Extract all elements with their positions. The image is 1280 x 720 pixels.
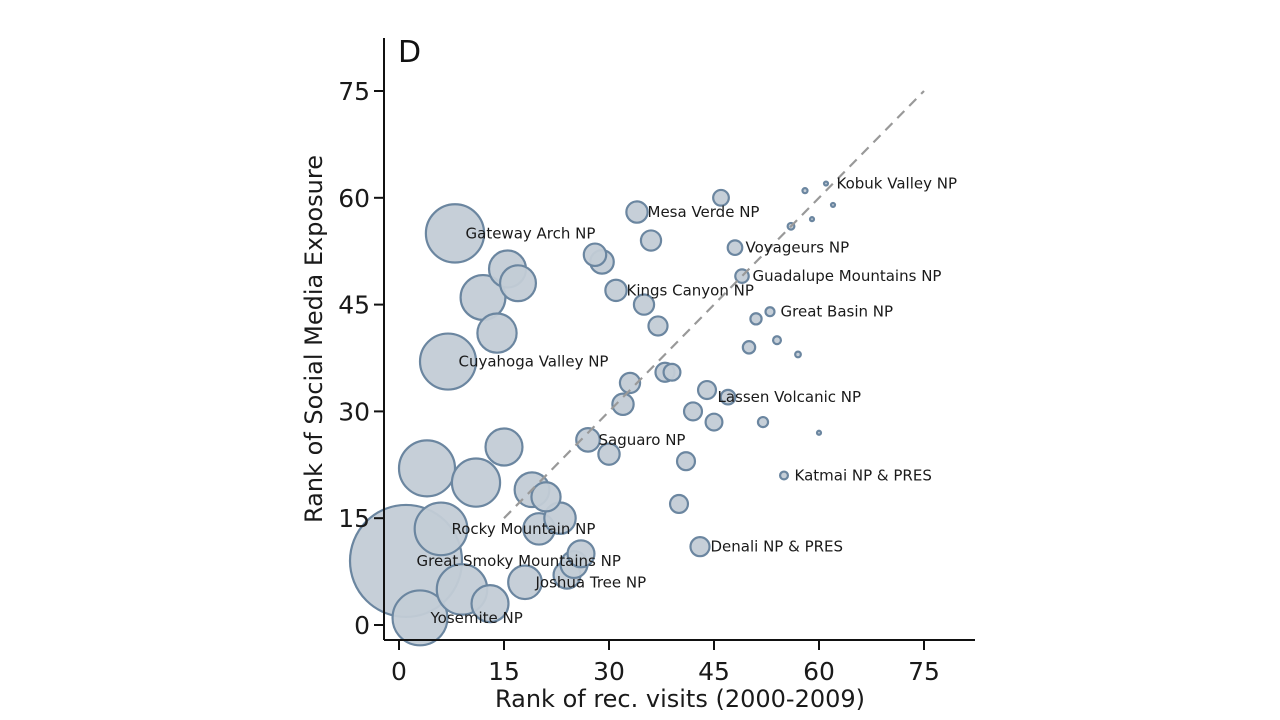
bubble-point: [391, 589, 449, 647]
point-label: Guadalupe Mountains NP: [753, 267, 942, 285]
point-label: Lassen Volcanic NP: [718, 388, 862, 406]
bubble-point: [675, 451, 697, 472]
y-tick-label: 75: [338, 77, 370, 106]
bubble-point: [397, 439, 457, 498]
x-tick-label: 15: [488, 657, 520, 686]
bubble-point: [647, 315, 669, 337]
point-label: Joshua Tree NP: [535, 573, 647, 591]
y-tick-label: 30: [338, 397, 370, 426]
y-tick-label: 15: [338, 504, 370, 533]
point-label: Saguaro NP: [599, 431, 686, 449]
point-label: Great Smoky Mountains NP: [417, 552, 621, 570]
y-tick-label: 45: [338, 291, 370, 320]
bubble-point: [625, 200, 649, 224]
bubble-point: [566, 539, 596, 569]
bubble-point: [719, 388, 737, 406]
bubble-point: [575, 427, 601, 453]
bubble-point: [682, 401, 704, 422]
bubble-point: [632, 293, 656, 316]
bubble-point: [815, 429, 823, 436]
bubble-point: [712, 188, 730, 207]
y-tick-label: 60: [338, 184, 370, 213]
point-label: Denali NP & PRES: [711, 538, 844, 556]
reference-line: [503, 90, 925, 519]
bubble-point: [618, 371, 642, 395]
point-label: Gateway Arch NP: [466, 224, 596, 242]
bubble-point: [611, 392, 635, 417]
bubble-point: [498, 264, 538, 303]
point-label: Great Basin NP: [781, 303, 894, 321]
x-tick-label: 45: [698, 657, 730, 686]
x-axis-title: Rank of rec. visits (2000-2009): [495, 685, 865, 713]
bubble-point: [808, 216, 816, 223]
bubble-point: [507, 564, 543, 601]
bubble-point: [530, 481, 562, 513]
annotation-layer: Kobuk Valley NP Mesa Verde NP Gateway Arch…: [417, 175, 958, 627]
bubble-point: [764, 306, 776, 318]
tick-layer: 0 15 30 45 60 75 0 15 30 45 60 75: [338, 77, 940, 686]
point-label: Yosemite NP: [430, 609, 523, 627]
bubble-point: [726, 239, 744, 257]
bubble-point: [741, 340, 757, 355]
bubble-point: [484, 427, 524, 467]
bubble-point: [778, 470, 790, 481]
bubble-point: [639, 229, 663, 252]
y-tick-label: 0: [354, 611, 370, 640]
bubble-layer: [348, 180, 837, 647]
bubble-point: [582, 242, 608, 268]
panel-letter: D: [398, 35, 421, 70]
bubble-point: [829, 201, 837, 209]
bubble-point: [749, 312, 763, 326]
point-label: Cuyahoga Valley NP: [459, 353, 609, 371]
bubble-point: [689, 536, 711, 558]
point-label: Voyageurs NP: [746, 239, 850, 257]
x-tick-label: 60: [803, 657, 835, 686]
bubble-point: [597, 442, 621, 466]
bubble-point: [418, 332, 478, 391]
bubble-point: [604, 278, 628, 303]
bubble-point: [822, 180, 830, 187]
bubble-point: [662, 362, 682, 382]
point-label: Mesa Verde NP: [648, 203, 760, 221]
bubble-point: [794, 350, 802, 359]
bubble-point: [450, 457, 502, 508]
bubble-point: [704, 412, 724, 432]
bubble-point: [696, 379, 718, 401]
bubble-point: [756, 415, 770, 429]
x-tick-label: 0: [391, 657, 407, 686]
point-label: Rocky Mountain NP: [452, 520, 596, 538]
bubble-point: [470, 584, 510, 624]
y-axis-title: Rank of Social Media Exposure: [300, 155, 328, 523]
bubble-point: [668, 493, 690, 515]
bubble-point: [771, 335, 783, 346]
x-tick-label: 75: [908, 657, 940, 686]
bubble-point: [424, 203, 486, 264]
bubble-point: [476, 312, 518, 354]
point-label: Kings Canyon NP: [627, 281, 754, 299]
point-label: Kobuk Valley NP: [837, 175, 958, 193]
point-label: Katmai NP & PRES: [795, 466, 932, 484]
bubble-point: [413, 501, 469, 557]
bubble-point: [801, 187, 809, 195]
x-tick-label: 30: [593, 657, 625, 686]
